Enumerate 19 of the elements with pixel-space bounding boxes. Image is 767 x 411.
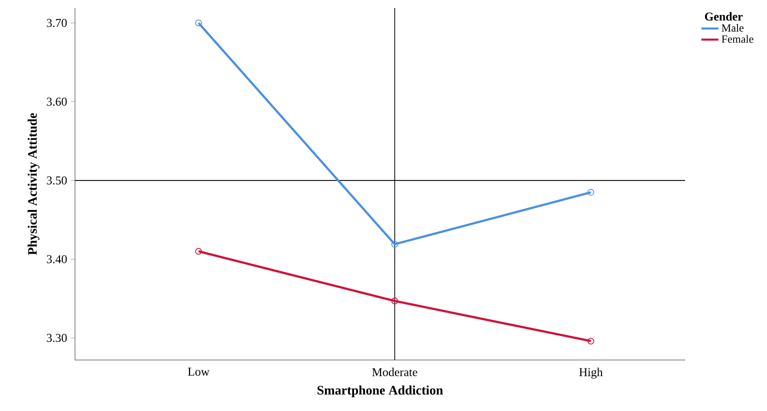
legend-title: Gender (704, 12, 743, 21)
y-tick-label: 3.30 (46, 334, 67, 342)
legend-label: Female (722, 35, 754, 43)
point (587, 338, 594, 344)
y-tick-label: 3.60 (46, 98, 67, 106)
legend-label: Male (722, 24, 744, 32)
point (195, 248, 202, 255)
y-tick-label: 3.50 (46, 176, 67, 185)
point (391, 298, 398, 304)
y-tick-label: 3.70 (46, 18, 67, 28)
point (587, 188, 594, 196)
y-axis-title: Physical Activity Attitude (28, 113, 40, 256)
x-tick-label: Low (188, 368, 210, 376)
point (195, 20, 202, 26)
x-tick-label: Moderate (372, 368, 418, 376)
y-tick-label: 3.40 (46, 255, 67, 264)
point (391, 240, 398, 248)
x-tick-label: High (579, 368, 603, 379)
x-axis-title: Smartphone Addiction (318, 385, 443, 398)
